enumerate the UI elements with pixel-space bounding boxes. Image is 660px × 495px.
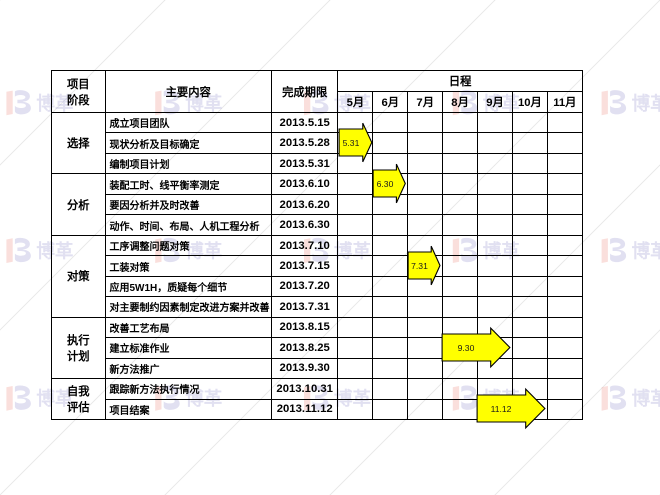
svg-text:9.30: 9.30 <box>458 343 475 353</box>
svg-text:6.30: 6.30 <box>377 179 394 189</box>
svg-text:11.12: 11.12 <box>491 404 512 414</box>
svg-text:7.31: 7.31 <box>411 261 428 271</box>
svg-text:5.31: 5.31 <box>342 138 359 148</box>
